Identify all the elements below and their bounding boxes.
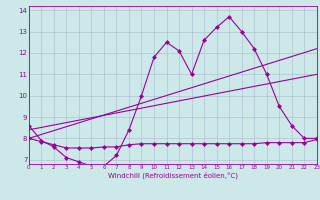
X-axis label: Windchill (Refroidissement éolien,°C): Windchill (Refroidissement éolien,°C) xyxy=(108,172,238,179)
